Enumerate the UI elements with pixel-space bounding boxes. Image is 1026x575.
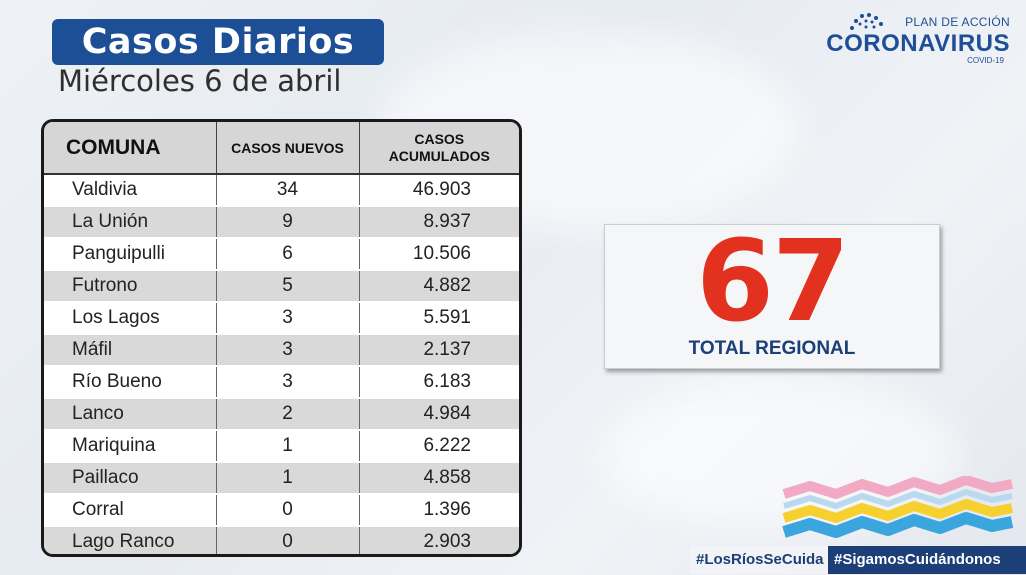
- total-regional-value: 67: [696, 217, 850, 347]
- acumulados-cell: 4.858: [359, 462, 519, 495]
- comuna-cell: Lanco: [44, 398, 217, 431]
- nuevos-cell: 6: [216, 238, 360, 271]
- nuevos-cell: 0: [216, 494, 360, 527]
- nuevos-cell: 3: [216, 334, 360, 367]
- header-casos-nuevos: CASOS NUEVOS: [216, 122, 360, 175]
- virus-dots-icon: [850, 13, 883, 30]
- acumulados-cell: 46.903: [359, 174, 519, 207]
- header-casos-acumulados: CASOS ACUMULADOS: [359, 122, 519, 175]
- logo-plan-label: PLAN DE ACCIÓN: [905, 15, 1010, 29]
- acumulados-cell: 5.591: [359, 302, 519, 335]
- hashtag-los-rios: #LosRíosSeCuida: [690, 546, 830, 574]
- acumulados-cell: 6.183: [359, 366, 519, 399]
- acumulados-cell: 1.396: [359, 494, 519, 527]
- nuevos-cell: 9: [216, 206, 360, 239]
- comuna-cell: Lago Ranco: [44, 526, 217, 554]
- page-date: Miércoles 6 de abril: [58, 64, 342, 98]
- comuna-cell: La Unión: [44, 206, 217, 239]
- logo-main-label: CORONAVIRUS: [826, 30, 1010, 57]
- table-header-row: COMUNA CASOS NUEVOS CASOS ACUMULADOS: [44, 122, 519, 175]
- total-regional-card: 67 TOTAL REGIONAL: [604, 217, 940, 369]
- table-row: Panguipulli 6 10.506: [44, 238, 519, 271]
- comuna-cell: Panguipulli: [44, 238, 217, 271]
- cases-table: COMUNA CASOS NUEVOS CASOS ACUMULADOS Val…: [41, 119, 522, 557]
- acumulados-cell: 4.984: [359, 398, 519, 431]
- table-row: Paillaco 1 4.858: [44, 462, 519, 495]
- comuna-cell: Paillaco: [44, 462, 217, 495]
- nuevos-cell: 3: [216, 366, 360, 399]
- table-row: Corral 0 1.396: [44, 494, 519, 527]
- table-row: Mariquina 1 6.222: [44, 430, 519, 463]
- nuevos-cell: 0: [216, 526, 360, 554]
- los-rios-waves-logo: [782, 476, 1014, 538]
- table-row: Los Lagos 3 5.591: [44, 302, 519, 335]
- header-comuna: COMUNA: [44, 122, 217, 175]
- coronavirus-plan-logo: PLAN DE ACCIÓN CORONAVIRUS COVID-19: [820, 12, 1010, 66]
- comuna-cell: Mariquina: [44, 430, 217, 463]
- table-row: Lago Ranco 0 2.903: [44, 526, 519, 554]
- logo-sub-label: COVID-19: [967, 56, 1004, 65]
- acumulados-cell: 2.137: [359, 334, 519, 367]
- table-row: La Unión 9 8.937: [44, 206, 519, 239]
- nuevos-cell: 2: [216, 398, 360, 431]
- nuevos-cell: 5: [216, 270, 360, 303]
- acumulados-cell: 8.937: [359, 206, 519, 239]
- nuevos-cell: 34: [216, 174, 360, 207]
- table-row: Futrono 5 4.882: [44, 270, 519, 303]
- nuevos-cell: 1: [216, 462, 360, 495]
- table-row: Máfil 3 2.137: [44, 334, 519, 367]
- comuna-cell: Los Lagos: [44, 302, 217, 335]
- nuevos-cell: 3: [216, 302, 360, 335]
- total-regional-label: TOTAL REGIONAL: [688, 338, 856, 359]
- nuevos-cell: 1: [216, 430, 360, 463]
- acumulados-cell: 2.903: [359, 526, 519, 554]
- comuna-cell: Futrono: [44, 270, 217, 303]
- hashtag-sigamos: #SigamosCuidándonos: [828, 546, 1026, 574]
- table-row: Valdivia 34 46.903: [44, 174, 519, 207]
- comuna-cell: Corral: [44, 494, 217, 527]
- table-row: Río Bueno 3 6.183: [44, 366, 519, 399]
- acumulados-cell: 10.506: [359, 238, 519, 271]
- comuna-cell: Máfil: [44, 334, 217, 367]
- comuna-cell: Río Bueno: [44, 366, 217, 399]
- table-row: Lanco 2 4.984: [44, 398, 519, 431]
- acumulados-cell: 6.222: [359, 430, 519, 463]
- acumulados-cell: 4.882: [359, 270, 519, 303]
- comuna-cell: Valdivia: [44, 174, 217, 207]
- page-title: Casos Diarios: [52, 19, 384, 65]
